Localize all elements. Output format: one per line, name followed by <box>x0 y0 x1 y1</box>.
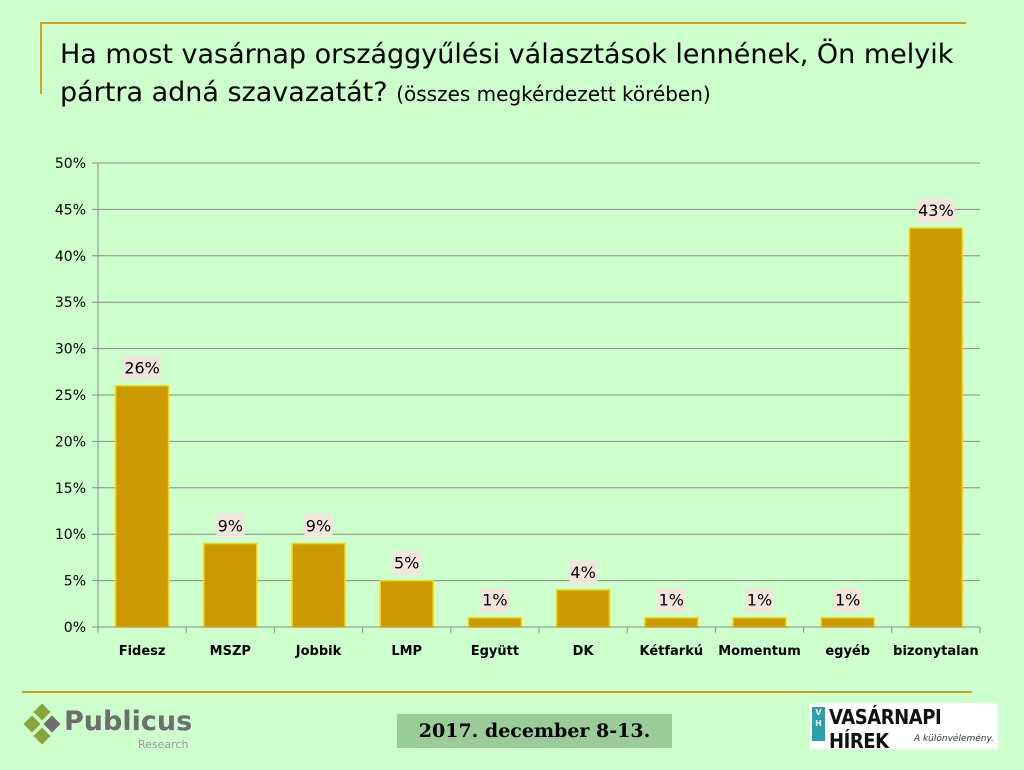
bar <box>644 616 699 628</box>
bar <box>467 616 523 628</box>
chart-title-sub: (összes megkérdezett körében) <box>396 82 711 106</box>
publicus-logo-name: Publicus <box>64 706 193 737</box>
data-label-bg <box>916 197 955 222</box>
data-label: 1% <box>482 591 507 610</box>
y-tick-label: 10% <box>55 527 86 543</box>
title-side-rule <box>40 22 42 94</box>
x-tick-label: bizonytalan <box>893 644 978 659</box>
data-label-bg <box>657 587 686 612</box>
x-tick-label: LMP <box>391 644 422 659</box>
y-tick-label: 45% <box>55 202 86 218</box>
chart-title-main: Ha most vasárnap országgyűlési választás… <box>60 39 954 108</box>
bar <box>203 542 258 628</box>
x-tick-label: DK <box>573 644 595 659</box>
data-label: 4% <box>570 563 595 582</box>
x-tick-label: Együtt <box>471 644 519 659</box>
data-label: 1% <box>747 591 772 610</box>
diamond-icon <box>23 704 61 745</box>
data-label-bg <box>392 550 421 575</box>
y-tick-label: 35% <box>55 295 86 311</box>
vh-badge-icon: V H <box>812 707 825 741</box>
y-tick-label: 30% <box>55 342 86 358</box>
publicus-logo: Publicus Research <box>22 702 202 758</box>
data-label: 26% <box>124 359 160 378</box>
data-label-bg <box>745 587 774 612</box>
publicus-logo-sub: Research <box>138 738 189 751</box>
data-label-bg <box>833 587 862 612</box>
vasarnapi-hirek-tag: A különvélemény. <box>913 734 994 744</box>
vasarnapi-hirek-name: VASÁRNAPI HÍREK <box>829 705 942 753</box>
data-label-bg <box>123 355 162 380</box>
bar <box>379 579 434 628</box>
y-tick-label: 15% <box>55 481 86 497</box>
bottom-rule <box>22 691 972 693</box>
survey-date: 2017. december 8-13. <box>397 714 672 748</box>
y-tick-label: 50% <box>55 156 86 172</box>
bar <box>732 616 787 628</box>
y-tick-label: 40% <box>55 249 86 265</box>
y-tick-label: 0% <box>64 620 86 636</box>
data-label: 1% <box>659 591 684 610</box>
y-tick-label: 20% <box>55 434 86 450</box>
x-tick-label: Momentum <box>718 644 801 659</box>
x-tick-label: MSZP <box>210 644 251 659</box>
vasarnapi-hirek-logo: V H VASÁRNAPI HÍREK A különvélemény. <box>810 703 998 753</box>
bar-chart: 0% 5% 10% 15% 20% 25% 30% 35% 40% 45% 50% 26% Fidesz… <box>55 156 981 659</box>
title-rule <box>40 22 966 24</box>
chart-title: Ha most vasárnap országgyűlési választás… <box>60 36 960 113</box>
data-label: 9% <box>306 516 331 535</box>
bar <box>114 384 170 628</box>
data-label-bg <box>216 513 245 538</box>
bar <box>291 542 346 628</box>
x-tick-label: Fidesz <box>119 644 166 659</box>
data-label-bg <box>304 513 333 538</box>
data-label: 1% <box>835 591 860 610</box>
data-label: 43% <box>918 201 954 220</box>
data-label-bg <box>569 559 598 584</box>
x-tick-label: Jobbik <box>295 644 342 659</box>
bar <box>908 227 964 628</box>
bar <box>820 616 875 628</box>
y-tick-label: 25% <box>55 388 86 404</box>
data-label-bg <box>480 587 509 612</box>
data-label: 9% <box>218 516 243 535</box>
x-tick-label: egyéb <box>825 644 870 659</box>
y-tick-label: 5% <box>64 574 86 590</box>
data-label: 5% <box>394 554 419 573</box>
x-tick-label: Kétfarkú <box>639 644 703 659</box>
bar <box>555 589 611 628</box>
